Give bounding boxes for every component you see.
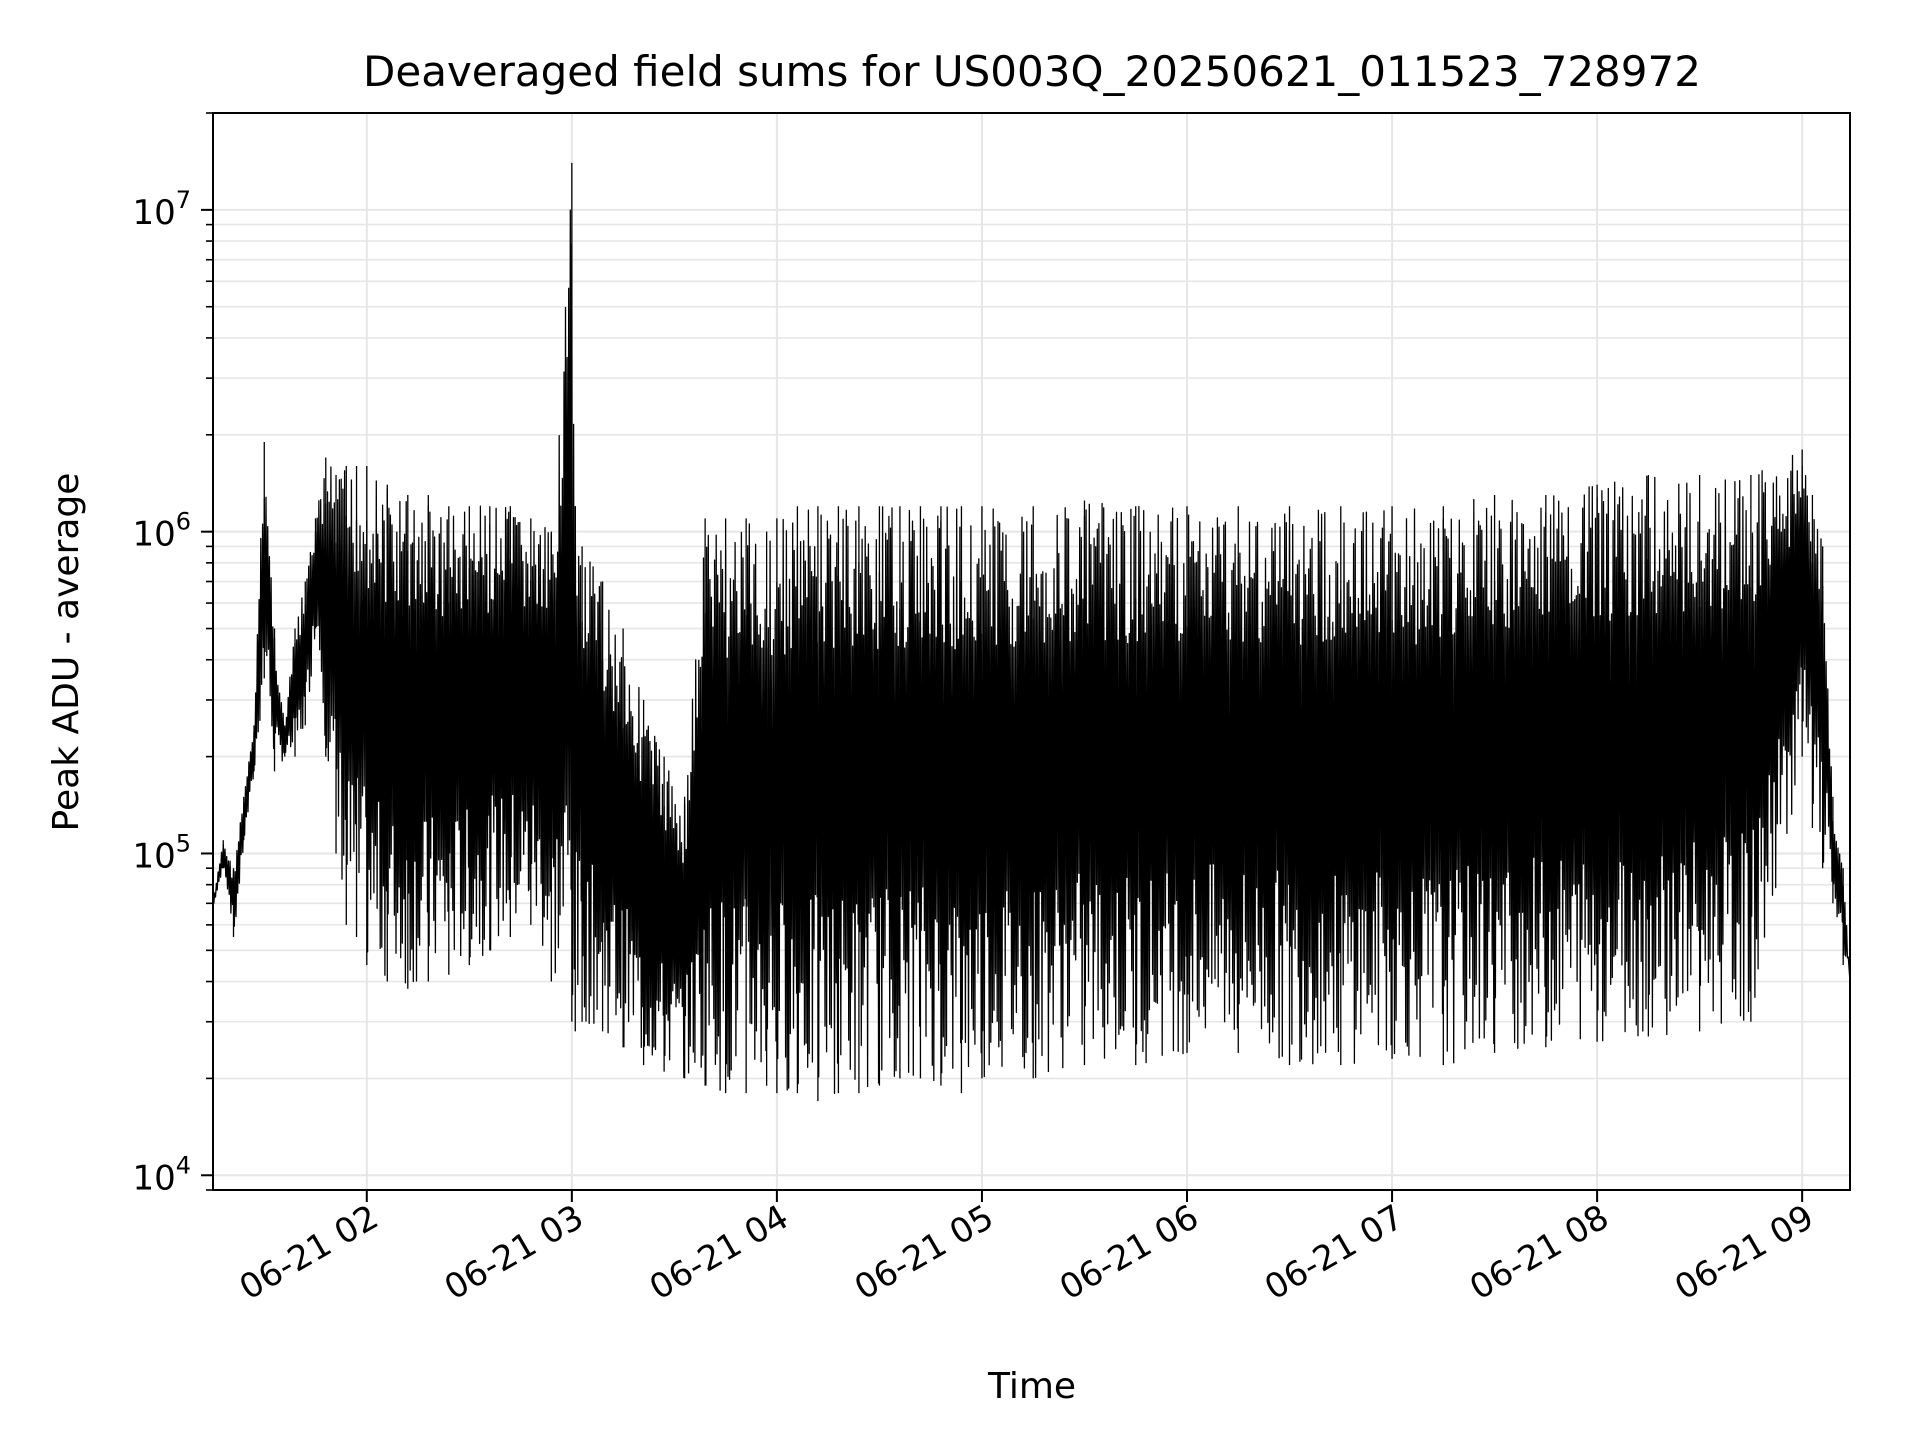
x-tick-label: 06-21 02 — [233, 1197, 385, 1308]
x-tick-label: 06-21 07 — [1258, 1197, 1410, 1308]
x-tick-label: 06-21 06 — [1053, 1197, 1205, 1308]
series-line — [213, 209, 1851, 1095]
y-tick-label: 104 — [132, 1151, 191, 1198]
y-axis-label: Peak ADU - average — [46, 473, 87, 832]
y-tick-label: 105 — [132, 829, 191, 876]
y-tick-label: 106 — [132, 508, 191, 555]
y-tick-label: 107 — [132, 186, 191, 233]
x-tick-label: 06-21 09 — [1668, 1197, 1820, 1308]
x-tick-label: 06-21 03 — [438, 1197, 590, 1308]
y-axis: 104 105 106 107 — [132, 112, 213, 1198]
x-tick-label: 06-21 04 — [643, 1197, 795, 1308]
series-area — [213, 162, 1851, 1102]
x-axis-label: Time — [987, 1366, 1076, 1407]
plot-frame — [212, 112, 1851, 1191]
x-axis: 06-21 02 06-21 03 06-21 04 06-21 05 06-21 06… — [233, 1190, 1821, 1308]
x-tick-label: 06-21 08 — [1463, 1197, 1615, 1308]
chart-title: Deaveraged field sums for US003Q_2025062… — [363, 47, 1701, 96]
x-tick-label: 06-21 05 — [848, 1197, 1000, 1308]
